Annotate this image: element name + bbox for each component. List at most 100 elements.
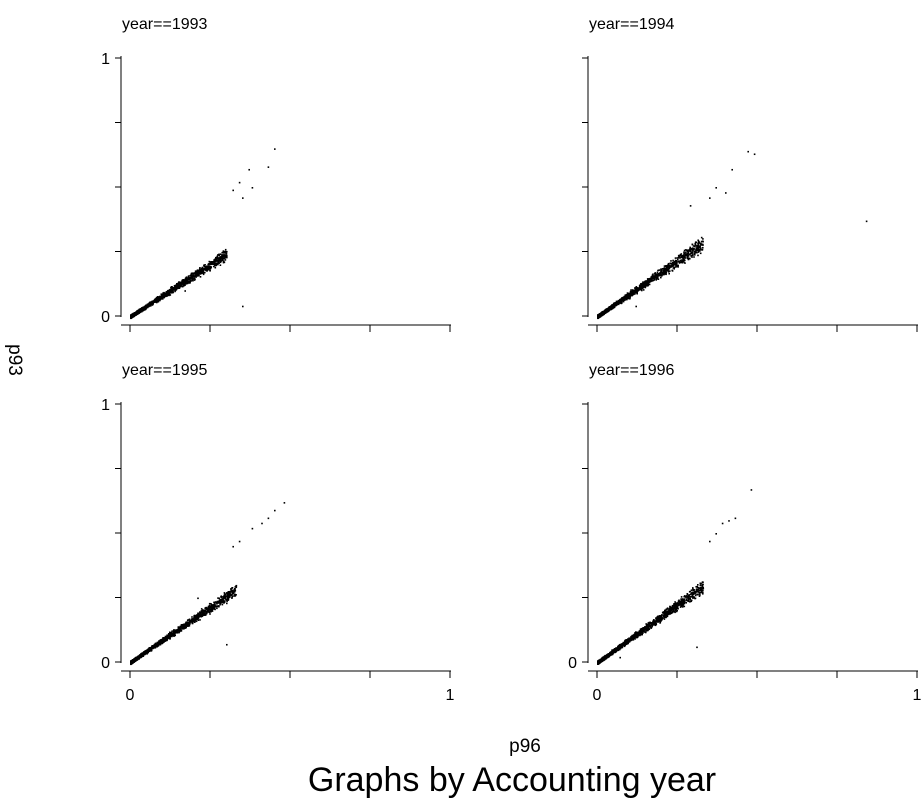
scatter-point xyxy=(198,614,200,617)
scatter-point xyxy=(229,596,231,598)
scatter-point xyxy=(167,290,169,293)
scatter-point xyxy=(132,313,134,315)
scatter-point xyxy=(698,242,700,244)
scatter-point xyxy=(678,262,681,264)
scatter-point xyxy=(216,602,218,605)
scatter-point xyxy=(142,652,145,654)
scatter-point xyxy=(701,585,703,587)
scatter-point xyxy=(702,589,704,592)
scatter-point xyxy=(656,276,659,278)
scatter-point xyxy=(173,635,175,637)
y-tick-label: 0 xyxy=(101,309,110,326)
scatter-point xyxy=(668,272,670,275)
scatter-point xyxy=(685,255,687,257)
scatter-point xyxy=(145,306,148,308)
scatter-point xyxy=(701,248,704,251)
scatter-point xyxy=(187,275,190,277)
scatter-point xyxy=(188,623,190,626)
scatter-point xyxy=(218,597,220,600)
scatter-point xyxy=(688,257,691,260)
scatter-point xyxy=(697,254,699,257)
scatter-point xyxy=(132,315,135,317)
scatter-point xyxy=(700,236,703,239)
scatter-point xyxy=(688,250,690,253)
scatter-point xyxy=(173,629,175,631)
scatter-point xyxy=(171,286,173,288)
scatter-point xyxy=(196,272,198,275)
scatter-point xyxy=(174,634,176,637)
scatter-point xyxy=(144,652,147,654)
scatter-point xyxy=(626,295,629,298)
scatter-point xyxy=(642,289,645,291)
scatter-point xyxy=(665,273,667,276)
scatter-point xyxy=(181,279,184,281)
scatter-point xyxy=(640,288,642,290)
scatter-point xyxy=(691,248,693,250)
scatter-point xyxy=(200,614,202,616)
scatter-point xyxy=(625,294,628,297)
scatter-point xyxy=(663,273,665,276)
scatter-point xyxy=(185,279,188,281)
scatter-point xyxy=(180,630,183,632)
scatter-point xyxy=(167,294,169,296)
scatter-point xyxy=(169,290,171,292)
scatter-point xyxy=(673,268,675,270)
scatter-point xyxy=(224,597,227,599)
scatter-point xyxy=(231,597,233,599)
scatter-point xyxy=(203,612,205,615)
scatter-point xyxy=(225,255,227,258)
scatter-point xyxy=(231,595,233,597)
scatter-point xyxy=(177,285,179,287)
scatter-point xyxy=(197,619,200,621)
scatter-point xyxy=(696,251,698,254)
scatter-points xyxy=(130,502,286,666)
scatter-point xyxy=(208,260,211,263)
scatter-point xyxy=(147,305,150,307)
scatter-point xyxy=(661,274,663,277)
scatter-point xyxy=(611,307,613,310)
scatter-point xyxy=(666,269,668,271)
scatter-point xyxy=(163,639,166,641)
scatter-point xyxy=(193,618,196,621)
scatter-point xyxy=(175,629,178,632)
scatter-point xyxy=(228,592,231,595)
scatter-point xyxy=(193,615,195,617)
scatter-point xyxy=(673,263,675,265)
scatter-point xyxy=(210,607,212,610)
scatter-point xyxy=(161,640,163,642)
scatter-point xyxy=(209,608,212,611)
scatter-point xyxy=(158,643,160,646)
scatter-point xyxy=(699,594,701,596)
scatter-point xyxy=(159,639,162,641)
scatter-point xyxy=(154,645,156,647)
scatter-point xyxy=(677,257,680,259)
scatter-point xyxy=(233,595,235,597)
scatter-point xyxy=(217,261,220,263)
scatter-point xyxy=(183,625,185,627)
scatter-point xyxy=(210,605,213,607)
scatter-point xyxy=(683,257,685,260)
scatter-point xyxy=(154,646,157,649)
scatter-point xyxy=(673,266,676,269)
scatter-point xyxy=(203,609,205,612)
scatter-point xyxy=(666,268,668,271)
scatter-point xyxy=(226,250,228,253)
scatter-point xyxy=(598,314,601,316)
scatter-point xyxy=(193,272,195,274)
scatter-point xyxy=(150,301,153,304)
scatter-point xyxy=(214,261,216,263)
scatter-point xyxy=(170,286,173,289)
scatter-point xyxy=(667,268,670,271)
scatter-point xyxy=(179,625,182,628)
scatter-point xyxy=(133,658,135,661)
scatter-point xyxy=(195,273,197,276)
scatter-point xyxy=(211,263,213,265)
scatter-point xyxy=(166,637,168,640)
scatter-point xyxy=(648,279,650,282)
scatter-point xyxy=(665,614,668,616)
scatter-point xyxy=(682,260,684,262)
scatter-point xyxy=(645,283,648,285)
scatter-point xyxy=(160,639,163,641)
scatter-point xyxy=(219,253,222,255)
scatter-point xyxy=(218,253,220,256)
